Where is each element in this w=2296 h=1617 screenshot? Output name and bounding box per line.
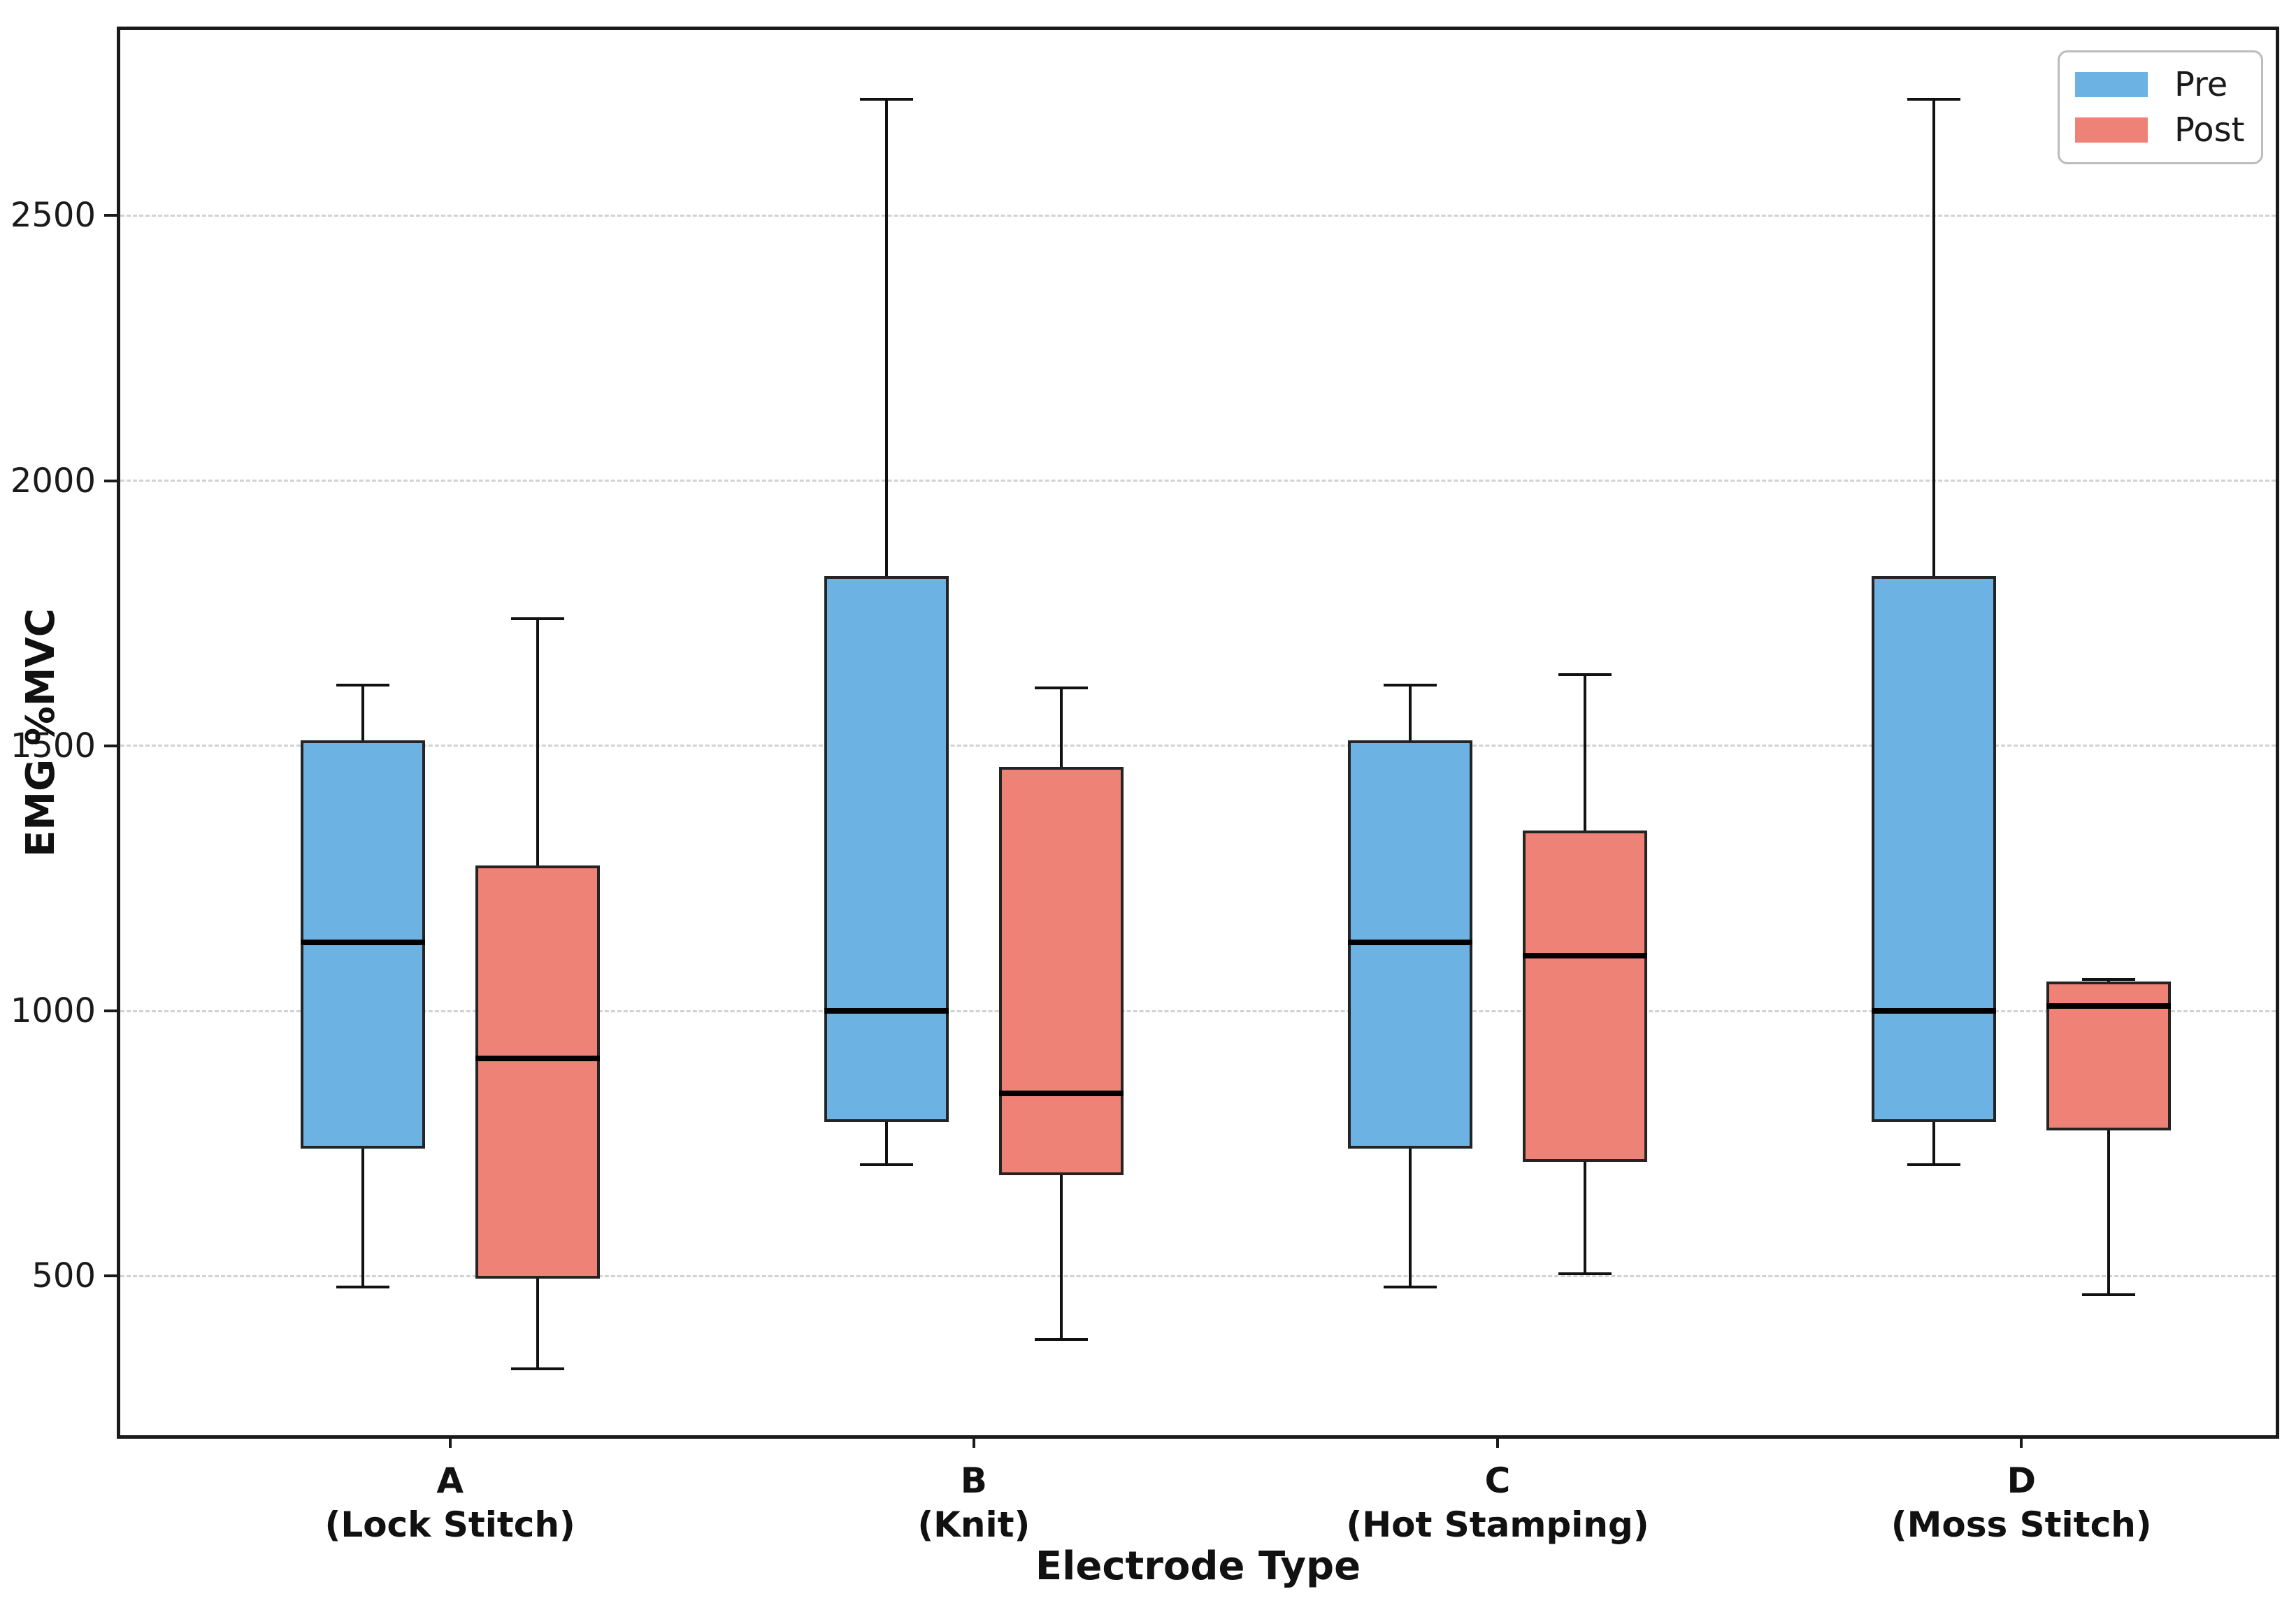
whisker-cap-lower-pre-D	[1907, 1163, 1961, 1167]
x-category-letter: C	[1484, 1460, 1511, 1501]
whisker-cap-upper-post-C	[1558, 673, 1612, 676]
y-tick-label-1500: 1500	[10, 726, 96, 766]
x-tick-D	[2020, 1435, 2023, 1448]
whisker-lower-post-A	[536, 1279, 539, 1370]
x-tick-B	[972, 1435, 975, 1448]
whisker-cap-lower-pre-A	[336, 1285, 389, 1288]
whisker-cap-lower-post-C	[1558, 1272, 1612, 1275]
whisker-upper-post-A	[536, 618, 539, 865]
whisker-lower-pre-C	[1409, 1149, 1412, 1287]
whisker-lower-pre-B	[884, 1122, 888, 1165]
x-category-letter: A	[436, 1460, 464, 1501]
box-post-A	[475, 865, 600, 1279]
pre-swatch-icon	[2075, 71, 2148, 97]
gridline-1000	[120, 1009, 2276, 1012]
legend: Pre Post	[2058, 50, 2263, 164]
x-category-letter: B	[960, 1460, 987, 1501]
x-category-letter: D	[2007, 1460, 2036, 1501]
box-post-C	[1523, 831, 1648, 1163]
whisker-lower-pre-D	[1932, 1122, 1936, 1165]
x-category-subtitle: (Lock Stitch)	[324, 1504, 575, 1545]
whisker-lower-post-B	[1059, 1175, 1063, 1340]
box-pre-B	[824, 576, 949, 1123]
box-post-B	[998, 767, 1124, 1176]
whisker-upper-pre-A	[361, 684, 364, 741]
y-tick-1500	[104, 744, 117, 747]
whisker-cap-upper-post-A	[510, 617, 564, 620]
post-swatch-icon	[2075, 117, 2148, 143]
x-category-subtitle: (Knit)	[917, 1504, 1031, 1545]
whisker-lower-post-C	[1584, 1162, 1587, 1274]
y-tick-1000	[104, 1009, 117, 1013]
whisker-upper-pre-D	[1932, 99, 1936, 577]
median-line-post-A	[475, 1056, 600, 1062]
whisker-cap-lower-pre-C	[1384, 1285, 1437, 1288]
whisker-upper-post-C	[1584, 674, 1587, 831]
x-category-subtitle: (Moss Stitch)	[1890, 1504, 2152, 1545]
whisker-cap-upper-post-D	[2082, 977, 2136, 981]
plot-area: 500 1000 1500 2000 2500 A (Lock Stitch) B (Knit)…	[10, 27, 2279, 1545]
whisker-cap-lower-post-D	[2082, 1293, 2136, 1296]
x-category-label-A: A (Lock Stitch)	[227, 1459, 674, 1546]
whisker-cap-lower-post-B	[1034, 1338, 1088, 1342]
y-tick-label-500: 500	[31, 1256, 96, 1296]
whisker-lower-post-D	[2107, 1130, 2111, 1295]
legend-label-post: Post	[2174, 110, 2245, 150]
x-axis-title: Electrode Type	[1035, 1544, 1361, 1589]
whisker-cap-lower-post-A	[510, 1367, 564, 1371]
y-tick-label-1000: 1000	[10, 991, 96, 1031]
whisker-upper-pre-C	[1409, 684, 1412, 741]
gridline-1500	[120, 745, 2276, 747]
x-category-label-D: D (Moss Stitch)	[1798, 1459, 2245, 1546]
x-category-label-B: B (Knit)	[750, 1459, 1198, 1546]
gridline-2500	[120, 214, 2276, 217]
whisker-cap-upper-pre-D	[1907, 97, 1961, 101]
legend-row-post: Post	[2075, 110, 2246, 150]
whisker-upper-post-B	[1059, 687, 1063, 768]
y-tick-2000	[104, 479, 117, 482]
gridline-2000	[120, 480, 2276, 482]
x-tick-A	[448, 1435, 452, 1448]
legend-row-pre: Pre	[2075, 65, 2246, 104]
median-line-post-B	[998, 1090, 1124, 1096]
whisker-cap-upper-post-B	[1034, 686, 1088, 689]
box-pre-D	[1872, 576, 1997, 1123]
whisker-cap-upper-pre-C	[1384, 683, 1437, 687]
whisker-cap-upper-pre-B	[859, 97, 913, 101]
whisker-cap-upper-pre-A	[336, 683, 389, 687]
median-line-pre-B	[824, 1008, 949, 1014]
y-tick-2500	[104, 214, 117, 217]
y-tick-500	[104, 1274, 117, 1278]
y-tick-label-2500: 2500	[10, 196, 96, 236]
median-line-post-C	[1523, 952, 1648, 958]
whisker-cap-lower-pre-B	[859, 1163, 913, 1167]
median-line-pre-D	[1872, 1008, 1997, 1014]
x-category-label-C: C (Hot Stamping)	[1274, 1459, 1721, 1546]
whisker-upper-pre-B	[884, 99, 888, 577]
x-tick-C	[1496, 1435, 1500, 1448]
legend-label-pre: Pre	[2174, 64, 2228, 104]
median-line-pre-A	[300, 939, 425, 945]
x-category-subtitle: (Hot Stamping)	[1346, 1504, 1649, 1545]
median-line-post-D	[2046, 1002, 2172, 1009]
whisker-lower-pre-A	[361, 1149, 364, 1287]
gridline-500	[120, 1274, 2276, 1277]
median-line-pre-C	[1348, 939, 1473, 945]
y-tick-label-2000: 2000	[10, 461, 96, 501]
